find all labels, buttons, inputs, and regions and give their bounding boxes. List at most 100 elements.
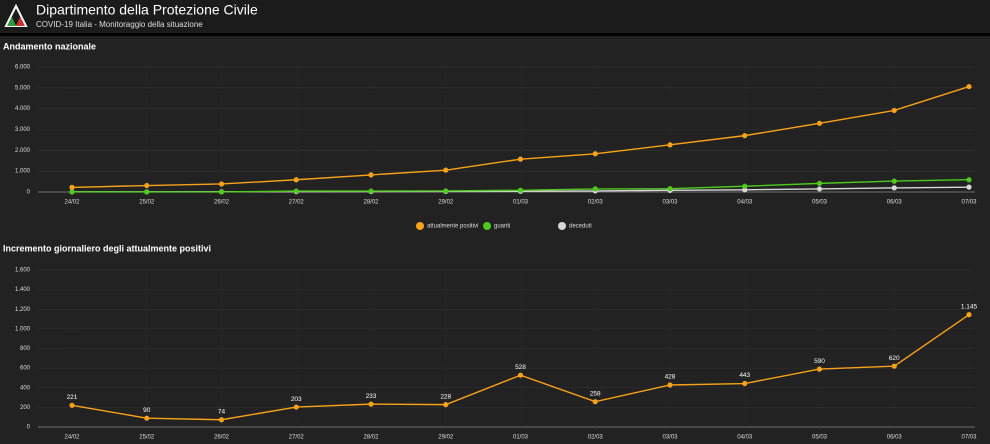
y-tick-label: 1.000 [15,326,31,332]
legend-swatch [483,222,491,230]
data-point [218,181,225,187]
data-label: 620 [889,355,900,362]
x-tick-label: 06/03 [887,435,903,441]
x-tick-label: 29/02 [438,435,454,441]
data-label: 90 [143,407,151,414]
y-tick-label: 800 [20,346,31,352]
data-point [816,366,823,372]
data-point [144,182,150,189]
x-tick-label: 06/03 [887,200,903,206]
data-point [667,186,673,192]
y-tick-label: 400 [20,385,31,391]
data-point [966,312,972,318]
x-tick-label: 27/02 [289,200,305,206]
x-tick-label: 26/02 [214,200,230,206]
data-point [144,415,150,421]
y-tick-label: 0 [27,190,31,196]
data-point [517,187,524,193]
x-tick-label: 28/02 [363,435,379,441]
x-tick-label: 04/03 [737,200,753,206]
data-point [742,133,748,139]
x-tick-label: 03/03 [662,435,678,441]
legend-label: deceduti [569,224,592,230]
data-point [816,180,823,186]
header-title: Dipartimento della Protezione Civile [36,2,258,18]
x-tick-label: 26/02 [214,435,230,441]
data-label: 443 [739,372,750,379]
data-point [443,167,449,173]
data-point [218,417,225,423]
x-tick-label: 05/03 [812,435,828,441]
legend-label: attualmente positivi [427,224,478,230]
y-tick-label: 1.200 [15,307,31,313]
data-label: 74 [218,408,226,415]
data-point [667,142,673,148]
chart-title: Incremento giornaliero degli attualmente… [3,243,211,253]
data-point [816,186,823,192]
data-point [891,363,897,369]
y-tick-label: 4.000 [15,106,31,112]
data-point [517,156,524,162]
legend-swatch [558,222,566,230]
data-label: 228 [440,393,451,400]
header-bar [0,0,990,33]
data-point [69,184,75,190]
x-tick-label: 28/02 [363,200,379,206]
y-tick-label: 0 [27,425,31,431]
data-point [293,404,299,410]
data-point [293,177,299,183]
data-label: 590 [814,358,825,365]
x-tick-label: 25/02 [139,200,155,206]
data-label: 1.145 [961,303,978,310]
data-label: 221 [67,394,78,401]
data-point [69,189,75,195]
data-label: 233 [366,393,377,400]
x-tick-label: 05/03 [812,200,828,206]
y-tick-label: 5.000 [15,85,31,91]
legend-label: guariti [494,224,510,230]
y-tick-label: 6.000 [15,65,31,71]
x-tick-label: 25/02 [139,435,155,441]
data-point [592,186,598,192]
data-point [443,188,449,194]
data-point [368,172,374,178]
data-point [69,402,75,408]
data-point [592,399,598,405]
data-point [966,83,972,90]
x-tick-label: 01/03 [513,200,529,206]
x-tick-label: 24/02 [64,200,80,206]
y-tick-label: 2.000 [15,148,31,154]
data-point [891,107,897,114]
y-tick-label: 600 [20,366,31,372]
x-tick-label: 02/03 [588,435,604,441]
y-tick-label: 1.400 [15,287,31,293]
data-point [144,189,150,195]
legend-swatch [416,222,424,230]
x-tick-label: 01/03 [513,435,529,441]
header-rule [0,33,990,36]
data-point [742,380,748,387]
x-tick-label: 07/03 [961,200,977,206]
header-subtitle: COVID-19 Italia - Monitoraggio della sit… [36,20,203,29]
data-point [742,183,748,189]
y-tick-label: 200 [20,405,31,411]
x-tick-label: 27/02 [289,435,305,441]
data-point [667,382,673,388]
data-point [218,189,225,195]
data-point [368,188,374,194]
chart-title: Andamento nazionale [3,41,96,51]
data-point [966,184,972,190]
data-point [891,178,897,184]
data-label: 428 [665,374,676,381]
data-point [293,188,299,194]
data-point [517,372,524,378]
data-label: 258 [590,390,601,397]
y-tick-label: 1.000 [15,169,31,175]
data-point [368,401,374,407]
x-tick-label: 29/02 [438,200,454,206]
x-tick-label: 04/03 [737,435,753,441]
logo [4,3,28,27]
x-tick-label: 02/03 [588,200,604,206]
